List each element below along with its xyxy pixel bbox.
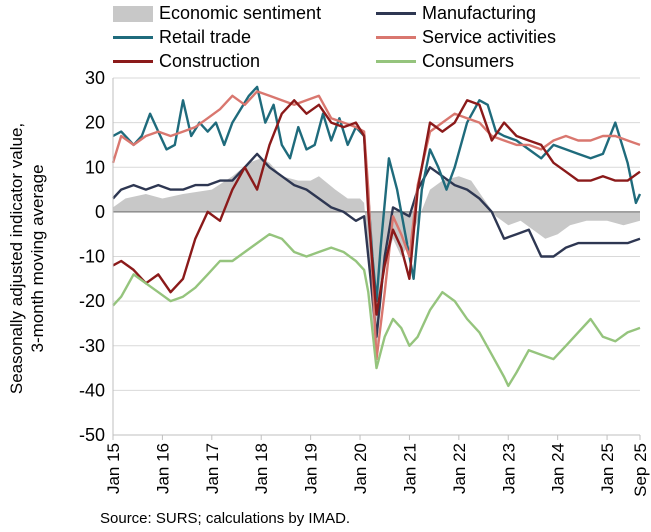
y-tick-label: 10 [85, 157, 105, 177]
legend-item-manufacturing: Manufacturing [376, 3, 536, 24]
lines-layer [111, 85, 642, 388]
legend-swatch-line [113, 36, 153, 39]
x-tick-label: Jan 18 [252, 443, 271, 494]
legend-item-consumers: Consumers [376, 51, 514, 72]
x-tick-label: Jan 24 [549, 443, 568, 494]
x-tick-label: Jan 21 [400, 443, 419, 494]
legend-swatch-line [113, 60, 153, 63]
y-tick-label: 30 [85, 68, 105, 88]
y-tick-label: 20 [85, 113, 105, 133]
y-axis-label: Seasonally adjusted indicator value, 3-mo… [7, 123, 47, 394]
source-note: Source: SURS; calculations by IMAD. [100, 510, 351, 527]
x-tick-label: Jan 25 [598, 443, 617, 494]
legend-item-economic-sentiment: Economic sentiment [113, 3, 321, 24]
legend-swatch-area [113, 5, 153, 22]
x-tick-labels: Jan 15 Jan 16 Jan 17 Jan 18 Jan 19 Jan 20 Jan … [104, 435, 650, 497]
y-tick-label: -10 [79, 247, 105, 267]
legend-label: Construction [159, 51, 261, 71]
y-tick-label: -40 [79, 380, 105, 400]
x-tick-label: Jan 17 [203, 443, 222, 494]
series-line-retail-trade [112, 85, 642, 303]
legend-item-service-activities: Service activities [376, 27, 556, 48]
y-tick-label: -50 [79, 425, 105, 445]
legend-label: Retail trade [159, 27, 252, 47]
area-layer [113, 158, 640, 351]
legend-swatch-line [376, 12, 416, 15]
x-tick-label: Jan 16 [153, 443, 172, 494]
y-tick-label: -20 [79, 291, 105, 311]
x-tick-label: Jan 19 [302, 443, 321, 494]
series-line-consumers [112, 233, 641, 388]
legend-swatch-line [376, 60, 416, 63]
legend-label: Service activities [422, 27, 557, 47]
legend: Economic sentiment Retail trade Construc… [0, 0, 651, 75]
legend-label: Consumers [422, 51, 515, 71]
x-tick-label: Jan 15 [104, 443, 123, 494]
legend-swatch-line [376, 36, 416, 39]
y-tick-label: -30 [79, 336, 105, 356]
x-tick-label: Jan 22 [450, 443, 469, 494]
legend-item-construction: Construction [113, 51, 260, 72]
x-tick-label: Jan 23 [499, 443, 518, 494]
x-tick-label: Sep 25 [631, 443, 650, 497]
legend-item-retail-trade: Retail trade [113, 27, 251, 48]
series-line-construction [112, 99, 641, 316]
x-tick-label: Jan 20 [351, 443, 370, 494]
axes [112, 78, 640, 436]
y-tick-label: 0 [95, 202, 105, 222]
y-tick-labels: 30 20 10 0 -10 -20 -30 -40 -50 [79, 68, 105, 445]
legend-label: Manufacturing [422, 3, 537, 23]
legend-label: Economic sentiment [159, 3, 322, 23]
series-area-economic-sentiment [113, 158, 640, 351]
